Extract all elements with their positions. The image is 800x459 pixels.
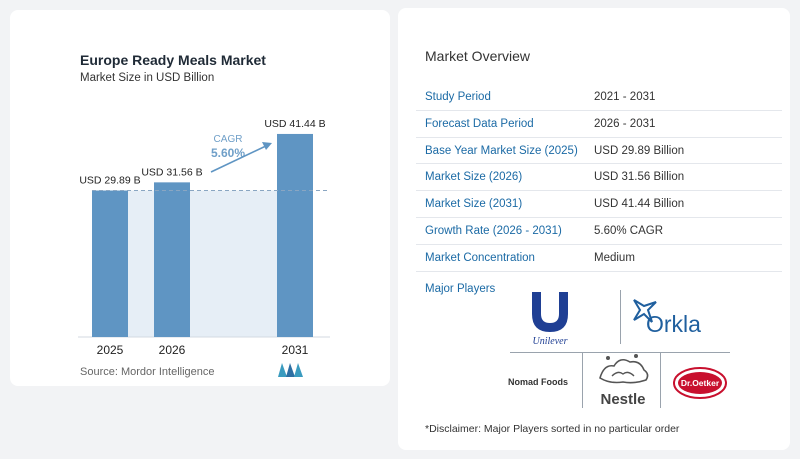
chart-title: Europe Ready Meals Market <box>80 52 266 68</box>
dr-oetker-logo: Dr.Oetker <box>673 367 727 399</box>
data-label: USD 29.89 B <box>79 175 140 187</box>
cagr-label: CAGR <box>214 134 243 145</box>
growth-shade <box>128 190 277 337</box>
nomad-foods-logo-text: Nomad Foods <box>508 377 568 387</box>
overview-value: 2021 - 2031 <box>594 91 656 103</box>
overview-key: Forecast Data Period <box>425 117 534 130</box>
logo-divider <box>582 352 583 408</box>
overview-value: 5.60% CAGR <box>594 224 664 237</box>
overview-key: Study Period <box>425 91 491 103</box>
overview-key: Base Year Market Size (2025) <box>425 144 578 157</box>
bar-chart: USD 29.89 B 2025 USD 31.56 B 2026 USD 41.44 … <box>78 118 330 357</box>
x-tick-label: 2025 <box>97 343 124 357</box>
overview-key: Market Size (2026) <box>425 171 523 184</box>
overview-value: USD 29.89 Billion <box>594 144 685 157</box>
overview-value: USD 31.56 Billion <box>594 171 685 184</box>
overview-row: Market Size (2026) USD 31.56 Billion <box>416 164 782 192</box>
nestle-logo: Nestle <box>599 354 649 408</box>
disclaimer-text: *Disclaimer: Major Players sorted in no … <box>425 423 680 435</box>
cagr-arrow <box>210 144 269 173</box>
cagr-value: 5.60% <box>211 146 245 160</box>
unilever-logo: Unilever <box>532 292 568 347</box>
bar <box>154 182 190 337</box>
cagr-arrowhead <box>262 142 272 150</box>
overview-row: Study Period 2021 - 2031 <box>416 84 782 111</box>
dr-oetker-logo-text: Dr.Oetker <box>681 378 720 388</box>
overview-row: Forecast Data Period 2026 - 2031 <box>416 111 782 138</box>
orkla-logo-text: Orkla <box>646 311 701 337</box>
data-label: USD 41.44 B <box>264 118 325 130</box>
mordor-logo-icon <box>278 363 303 377</box>
bar <box>277 133 313 337</box>
logo-divider <box>620 290 621 344</box>
logo-divider <box>660 352 661 408</box>
x-tick-label: 2031 <box>282 343 309 357</box>
overview-row: Market Concentration Medium <box>416 245 782 272</box>
unilever-logo-text: Unilever <box>533 336 568 347</box>
nestle-logo-text: Nestle <box>600 391 645 408</box>
overview-value: Medium <box>594 251 635 264</box>
overview-row: Market Size (2031) USD 41.44 Billion <box>416 191 782 218</box>
nomad-foods-logo: Nomad Foods <box>508 377 568 387</box>
overview-value: USD 41.44 Billion <box>594 198 685 211</box>
overview-row: Base Year Market Size (2025) USD 29.89 Bi… <box>416 138 782 165</box>
bar <box>92 190 128 337</box>
major-players-label: Major Players <box>425 283 496 295</box>
overview-table: Study Period 2021 - 2031 Forecast Data Pe… <box>416 84 782 272</box>
overview-value: 2026 - 2031 <box>594 117 656 130</box>
logo-divider <box>510 352 730 353</box>
data-label: USD 31.56 B <box>141 166 202 178</box>
orkla-logo: Orkla <box>633 299 701 337</box>
source-text: Source: Mordor Intelligence <box>80 366 215 378</box>
overview-title: Market Overview <box>425 48 531 64</box>
chart-subtitle: Market Size in USD Billion <box>80 72 215 84</box>
overview-key: Market Size (2031) <box>425 198 523 211</box>
x-tick-label: 2026 <box>159 343 186 357</box>
overview-row: Growth Rate (2026 - 2031) 5.60% CAGR <box>416 218 782 245</box>
overview-key: Market Concentration <box>425 251 535 264</box>
overview-key: Growth Rate (2026 - 2031) <box>425 224 562 237</box>
